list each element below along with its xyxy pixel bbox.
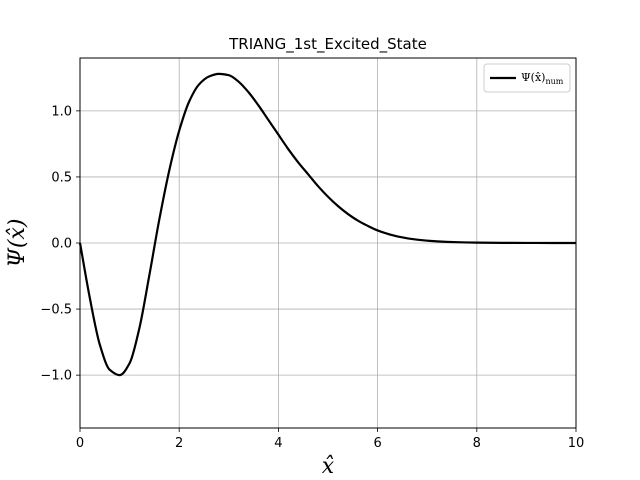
x-tick-label: 6	[373, 436, 381, 451]
y-tick-label: −0.5	[40, 303, 72, 318]
x-tick-label: 2	[175, 436, 183, 451]
series-line	[78, 72, 577, 377]
y-tick-label: 0.5	[51, 170, 72, 185]
x-tick-label: 8	[473, 436, 481, 451]
legend-box	[483, 63, 571, 93]
legend-label-base: Ψ(x̂)	[521, 71, 545, 84]
chart-title: TRIANG_1st_Excited_State	[228, 35, 427, 54]
y-tick-label: 1.0	[51, 104, 72, 119]
x-ticks: 0 2 4 6 8 10	[76, 428, 584, 451]
y-tick-label: 0.0	[51, 237, 72, 252]
y-ticks: −1.0 −0.5 0.0 0.5 1.0	[40, 104, 80, 384]
x-tick-label: 0	[76, 436, 84, 451]
legend: Ψ(x̂)num	[483, 63, 571, 93]
legend-label: Ψ(x̂)num	[521, 71, 564, 86]
legend-label-subscript: num	[545, 77, 563, 86]
x-tick-label: 4	[274, 436, 282, 451]
y-axis-label: Ψ(x̂)	[5, 219, 30, 268]
x-axis-label: x̂	[322, 454, 335, 479]
y-tick-label: −1.0	[40, 369, 72, 384]
x-tick-label: 10	[568, 436, 585, 451]
